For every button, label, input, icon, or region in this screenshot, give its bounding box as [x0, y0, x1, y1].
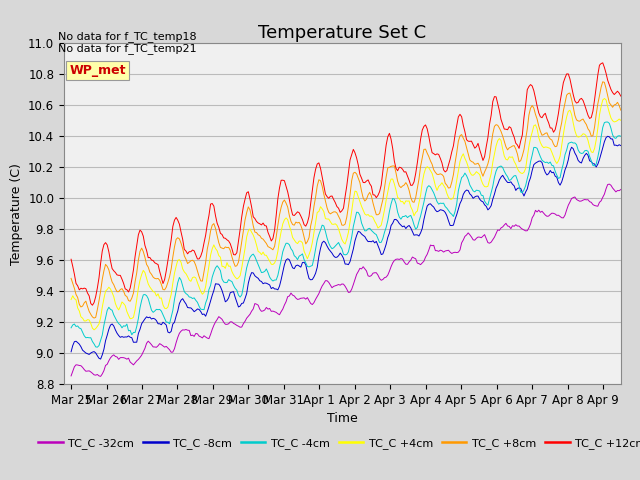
- Y-axis label: Temperature (C): Temperature (C): [10, 163, 22, 264]
- X-axis label: Time: Time: [327, 412, 358, 425]
- Line: TC_C -4cm: TC_C -4cm: [71, 122, 621, 347]
- TC_C -32cm: [233, 323, 241, 328]
- TC_C -4cm: [233, 288, 241, 293]
- TC_C +12cm: [525, 84, 532, 89]
- TC_C +4cm: [378, 222, 385, 228]
- TC_C -8cm: [518, 190, 526, 195]
- TC_C +4cm: [233, 276, 241, 282]
- TC_C -32cm: [190, 334, 198, 339]
- TC_C +12cm: [378, 182, 385, 188]
- TC_C +8cm: [599, 79, 607, 84]
- Text: No data for f_TC_temp18: No data for f_TC_temp18: [58, 31, 196, 42]
- TC_C -8cm: [604, 133, 611, 139]
- TC_C +8cm: [190, 259, 198, 264]
- Title: Temperature Set C: Temperature Set C: [259, 24, 426, 42]
- TC_C +12cm: [518, 132, 526, 138]
- TC_C +4cm: [617, 118, 625, 123]
- TC_C +8cm: [617, 108, 625, 113]
- TC_C +8cm: [74, 295, 81, 300]
- TC_C +4cm: [90, 327, 98, 333]
- TC_C +8cm: [233, 263, 241, 269]
- TC_C -4cm: [604, 119, 611, 125]
- TC_C -32cm: [378, 277, 385, 283]
- TC_C +12cm: [67, 256, 75, 262]
- TC_C -8cm: [233, 300, 241, 305]
- TC_C -8cm: [617, 143, 625, 148]
- TC_C -4cm: [74, 323, 81, 329]
- TC_C -8cm: [97, 356, 104, 362]
- TC_C -8cm: [525, 179, 532, 185]
- Legend: TC_C -32cm, TC_C -8cm, TC_C -4cm, TC_C +4cm, TC_C +8cm, TC_C +12cm: TC_C -32cm, TC_C -8cm, TC_C -4cm, TC_C +…: [34, 434, 640, 454]
- TC_C +8cm: [67, 276, 75, 281]
- TC_C +4cm: [74, 305, 81, 311]
- TC_C -4cm: [617, 133, 625, 139]
- TC_C +12cm: [233, 250, 241, 255]
- TC_C -8cm: [74, 340, 81, 346]
- TC_C +12cm: [74, 283, 81, 288]
- TC_C +4cm: [190, 274, 198, 280]
- TC_C +8cm: [378, 204, 385, 209]
- TC_C -32cm: [97, 373, 104, 379]
- TC_C -8cm: [378, 252, 385, 257]
- TC_C -4cm: [67, 325, 75, 331]
- TC_C +8cm: [518, 153, 526, 159]
- TC_C -8cm: [190, 309, 198, 314]
- TC_C -32cm: [617, 187, 625, 192]
- TC_C -4cm: [190, 295, 198, 301]
- Line: TC_C -32cm: TC_C -32cm: [71, 184, 621, 376]
- TC_C +4cm: [518, 171, 526, 177]
- TC_C +4cm: [600, 96, 608, 101]
- TC_C -4cm: [378, 240, 385, 245]
- TC_C -8cm: [67, 349, 75, 355]
- TC_C +12cm: [599, 60, 607, 66]
- Line: TC_C +12cm: TC_C +12cm: [71, 63, 621, 305]
- TC_C -32cm: [525, 225, 532, 231]
- TC_C +12cm: [190, 248, 198, 254]
- TC_C +4cm: [525, 144, 532, 149]
- TC_C +8cm: [525, 112, 532, 118]
- TC_C -32cm: [74, 362, 81, 368]
- TC_C -32cm: [67, 373, 75, 379]
- TC_C -4cm: [518, 190, 526, 195]
- TC_C +4cm: [67, 297, 75, 302]
- Text: No data for f_TC_temp21: No data for f_TC_temp21: [58, 43, 196, 54]
- TC_C +12cm: [88, 302, 96, 308]
- TC_C +12cm: [617, 93, 625, 99]
- Line: TC_C +8cm: TC_C +8cm: [71, 82, 621, 318]
- TC_C -32cm: [605, 181, 613, 187]
- TC_C +8cm: [90, 315, 98, 321]
- Text: WP_met: WP_met: [70, 64, 126, 77]
- TC_C -4cm: [93, 344, 101, 350]
- TC_C -4cm: [525, 169, 532, 175]
- Line: TC_C -8cm: TC_C -8cm: [71, 136, 621, 359]
- TC_C -32cm: [518, 226, 526, 232]
- Line: TC_C +4cm: TC_C +4cm: [71, 98, 621, 330]
